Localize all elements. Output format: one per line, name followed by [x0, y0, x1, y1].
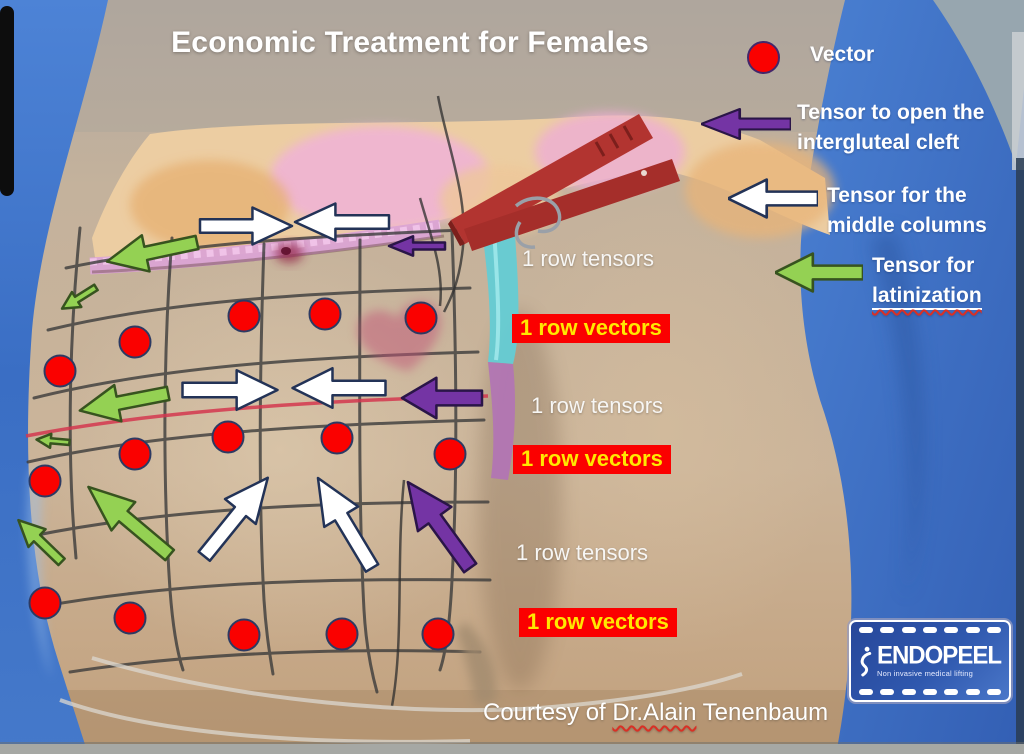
purple-arrow-icon	[701, 108, 791, 140]
courtesy-credit: Courtesy of Dr.Alain Tenenbaum	[483, 699, 829, 726]
slide-title: Economic Treatment for Females	[171, 26, 649, 59]
cyan-strip-highlight	[492, 229, 501, 361]
logo-name: ENDOPEEL	[876, 641, 1002, 670]
red-clothespin	[448, 114, 680, 251]
green-arrow-icon	[775, 252, 863, 293]
endopeel-logo: ENDOPEEL Non invasive medical lifting	[849, 620, 1011, 702]
fabric-strip-lower	[488, 362, 516, 480]
doctor-name: Dr.Alain	[612, 699, 697, 726]
mole-center	[281, 247, 291, 255]
clothespin-spring	[514, 196, 562, 249]
logo-tagline: Non invasive medical lifting	[876, 669, 974, 679]
underwear-pattern-orange	[130, 160, 290, 250]
vector-dot-icon	[747, 41, 780, 74]
bottom-bar-edge	[0, 742, 1024, 744]
endopeel-figure-icon	[860, 646, 872, 677]
gray-corner	[933, 0, 1024, 165]
legend-purple-label: Tensor to open the intergluteal cleft	[797, 101, 985, 154]
bottom-gray-bar	[0, 744, 1024, 754]
legend-white-label: Tensor for the middle columns	[827, 184, 987, 237]
logo-dashes-bottom	[859, 689, 1001, 695]
right-edge-dark-strip	[1016, 158, 1024, 748]
legend-vector-label: Vector	[810, 43, 875, 66]
black-side-bar	[0, 6, 14, 196]
drape-right-fold	[870, 230, 924, 600]
elastic-highlight-lines	[59, 656, 743, 744]
legend-green-label: Tensor for latinization	[872, 251, 982, 311]
logo-dashes-top	[859, 627, 1001, 633]
white-arrow-icon	[728, 178, 818, 219]
fabric-fold-bottom	[456, 622, 497, 706]
right-edge-light-strip	[1012, 32, 1024, 170]
